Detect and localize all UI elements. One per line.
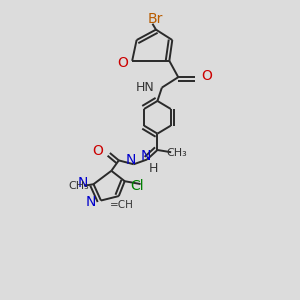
Text: CH₃: CH₃ [167, 148, 187, 158]
Text: O: O [117, 56, 128, 70]
Text: N: N [125, 153, 136, 167]
Text: O: O [201, 69, 212, 83]
Text: N: N [78, 176, 88, 190]
Text: H: H [148, 162, 158, 175]
Text: CH₃: CH₃ [68, 181, 89, 191]
Text: =CH: =CH [110, 200, 134, 210]
Text: N: N [85, 195, 96, 209]
Text: Br: Br [148, 12, 163, 26]
Text: O: O [92, 145, 103, 158]
Text: HN: HN [136, 81, 154, 94]
Text: N: N [140, 148, 151, 163]
Text: Cl: Cl [130, 179, 143, 193]
